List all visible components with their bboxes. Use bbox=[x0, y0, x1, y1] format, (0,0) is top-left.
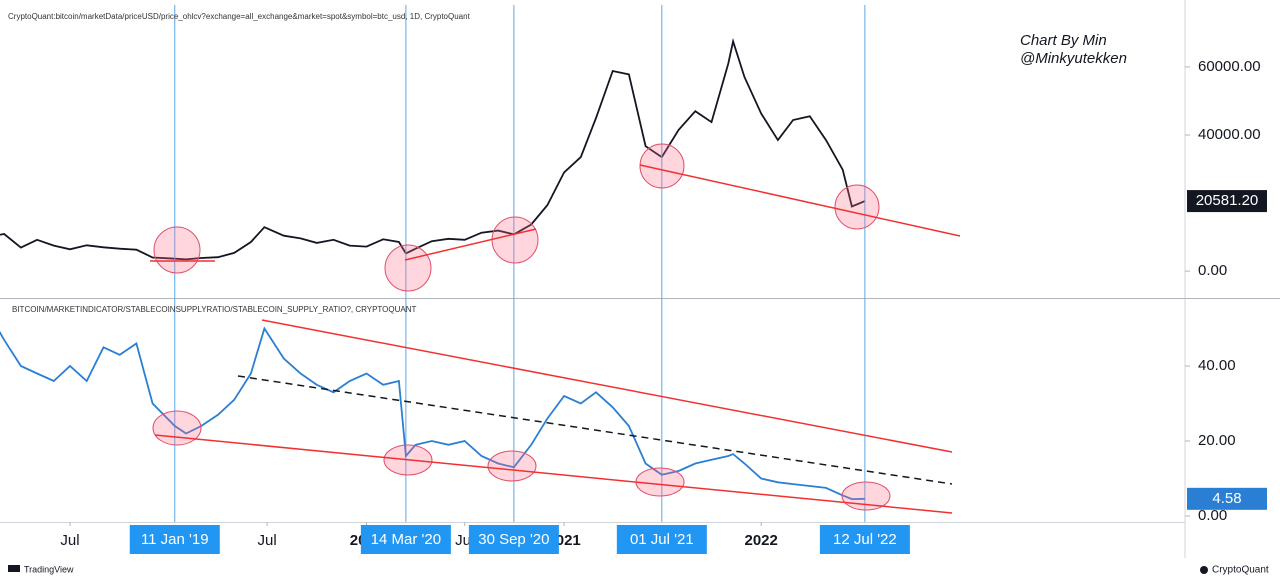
source-label: CryptoQuant:bitcoin/marketData/priceUSD/… bbox=[8, 12, 471, 21]
marker-box bbox=[616, 525, 707, 554]
source-label: BITCOIN/MARKETINDICATOR/STABLECOINSUPPLY… bbox=[12, 305, 416, 314]
marker-box bbox=[468, 525, 559, 554]
marker-label: 11 Jan '19 bbox=[141, 531, 209, 548]
y-tick-label: 0.00 bbox=[1198, 262, 1227, 279]
last-value-label: 20581.20 bbox=[1196, 192, 1259, 209]
x-tick-label: Jul bbox=[258, 532, 277, 549]
marker-box bbox=[129, 525, 220, 554]
footer-left: TradingView bbox=[24, 564, 74, 574]
marker-label: 12 Jul '22 bbox=[833, 531, 897, 548]
series-line bbox=[0, 37, 866, 261]
y-tick-label: 40.00 bbox=[1198, 357, 1236, 374]
marker-box bbox=[819, 525, 910, 554]
y-tick-label: 0.00 bbox=[1198, 507, 1227, 524]
y-tick-label: 40000.00 bbox=[1198, 126, 1261, 143]
y-tick-label: 20.00 bbox=[1198, 432, 1236, 449]
last-value-label: 4.58 bbox=[1212, 490, 1241, 507]
tv-logo bbox=[8, 565, 20, 572]
trendlines bbox=[150, 164, 961, 514]
marker-box bbox=[360, 525, 451, 554]
marker-label: 14 Mar '20 bbox=[371, 531, 441, 548]
last-value-box bbox=[1187, 487, 1267, 510]
x-tick-label: 2022 bbox=[745, 532, 778, 549]
dashed-trendline bbox=[237, 375, 953, 485]
marker-label: 01 Jul '21 bbox=[630, 531, 694, 548]
cq-logo bbox=[1200, 566, 1208, 574]
marker-label: 30 Sep '20 bbox=[478, 531, 549, 548]
annotation: Chart By Min bbox=[1020, 32, 1107, 49]
y-tick-label: 60000.00 bbox=[1198, 58, 1261, 75]
last-value-box bbox=[1187, 190, 1267, 213]
annotation: @Minkyutekken bbox=[1020, 50, 1127, 67]
series-line bbox=[0, 326, 865, 501]
x-tick-label: Jul bbox=[60, 532, 79, 549]
footer-right: CryptoQuant bbox=[1212, 565, 1269, 576]
